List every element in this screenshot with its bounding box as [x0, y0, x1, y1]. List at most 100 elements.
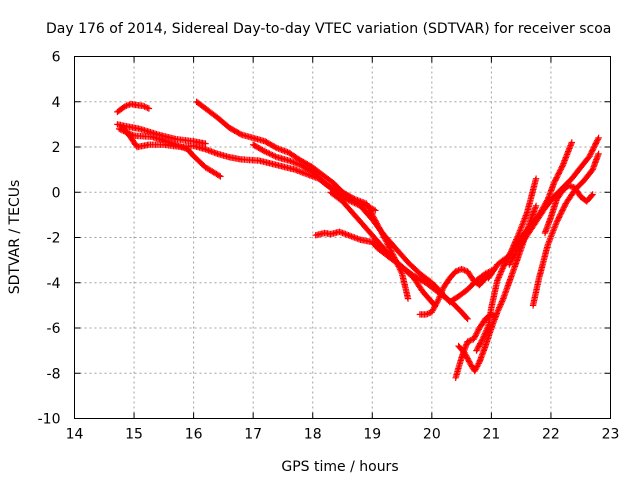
data-point-marks — [440, 293, 455, 306]
data-point-marks — [154, 131, 178, 142]
data-point-marks — [544, 220, 560, 248]
series-track-a — [114, 100, 153, 116]
data-point-marks — [351, 211, 369, 231]
data-point-marks — [559, 139, 575, 169]
chart-title: Day 176 of 2014, Sidereal Day-to-day VTE… — [46, 21, 611, 37]
data-point-marks — [250, 141, 267, 154]
data-point-marks — [410, 275, 426, 294]
data-point-marks — [375, 238, 393, 258]
data-point-marks — [589, 150, 602, 173]
x-tick-label: 23 — [602, 427, 620, 443]
data-point-marks — [285, 149, 303, 163]
data-point-marks — [297, 161, 315, 175]
data-point-marks — [214, 114, 232, 130]
data-point-marks — [214, 150, 232, 160]
data-point-marks — [428, 299, 441, 316]
data-point-marks — [535, 242, 551, 282]
x-tick-label: 21 — [482, 427, 500, 443]
data-point-marks — [226, 124, 244, 137]
data-point-marks — [202, 164, 224, 180]
data-point-marks — [532, 206, 548, 225]
data-point-marks — [473, 337, 485, 354]
data-marks — [114, 98, 602, 381]
data-point-marks — [202, 105, 220, 120]
data-point-marks — [309, 164, 327, 179]
data-point-marks — [541, 215, 554, 237]
data-point-marks — [273, 161, 297, 173]
data-point-marks — [553, 188, 566, 203]
data-point-marks — [455, 287, 470, 300]
data-point-marks — [476, 276, 488, 289]
data-point-marks — [529, 276, 542, 309]
data-point-marks — [297, 157, 315, 170]
data-point-marks — [321, 173, 336, 186]
data-point-marks — [523, 175, 540, 216]
data-point-marks — [553, 201, 569, 225]
data-point-marks — [330, 180, 345, 195]
x-tick-label: 16 — [185, 427, 203, 443]
data-point-marks — [562, 188, 578, 207]
x-tick-label: 20 — [423, 427, 441, 443]
data-point-marks — [333, 189, 351, 203]
data-point-marks — [339, 198, 357, 217]
data-point-marks — [369, 216, 387, 238]
data-point-marks — [345, 197, 363, 209]
data-point-marks — [488, 278, 501, 311]
data-point-marks — [363, 225, 381, 244]
data-point-marks — [386, 252, 405, 269]
data-point-marks — [139, 102, 153, 112]
x-tick-label: 19 — [363, 427, 381, 443]
data-point-marks — [381, 232, 399, 251]
data-point-marks — [580, 167, 595, 185]
y-tick-label: 2 — [52, 140, 61, 156]
data-point-marks — [392, 245, 411, 265]
x-tick-label: 18 — [304, 427, 322, 443]
data-point-marks — [476, 344, 489, 366]
data-point-marks — [452, 355, 465, 381]
data-point-marks — [321, 180, 339, 195]
data-point-marks — [464, 268, 476, 283]
y-tick-label: -10 — [38, 412, 61, 428]
data-point-marks — [523, 219, 539, 239]
data-point-marks — [485, 262, 500, 282]
data-point-marks — [506, 235, 524, 259]
data-point-marks — [494, 296, 506, 316]
data-point-marks — [398, 270, 412, 302]
data-point-marks — [369, 238, 381, 251]
data-point-marks — [184, 146, 196, 159]
data-point-marks — [470, 326, 482, 343]
series-track-h — [327, 189, 438, 309]
series-track-o — [529, 150, 602, 309]
data-point-marks — [366, 203, 379, 214]
data-point-marks — [148, 133, 172, 146]
data-point-marks — [327, 189, 345, 204]
y-tick-label: -6 — [47, 321, 61, 337]
data-point-marks — [479, 324, 491, 343]
data-point-marks — [500, 272, 515, 302]
x-tick-label: 14 — [66, 427, 84, 443]
data-point-marks — [471, 360, 482, 375]
data-point-marks — [577, 154, 592, 171]
data-point-marks — [172, 135, 196, 145]
y-axis-title: SDTVAR / TECUs — [7, 180, 23, 295]
data-point-marks — [494, 253, 512, 268]
data-point-marks — [327, 229, 342, 238]
data-point-marks — [226, 154, 243, 163]
data-point-marks — [190, 138, 209, 147]
data-point-marks — [118, 123, 134, 140]
axis-ticks: 14 15 16 17 18 19 20 21 22 23 -10 -8 -6 -4 -2 0 2 4 6 — [38, 50, 620, 443]
data-point-marks — [136, 125, 160, 138]
data-point-marks — [261, 148, 279, 160]
data-point-marks — [455, 342, 467, 355]
data-point-marks — [312, 230, 327, 239]
y-tick-label: 0 — [52, 185, 61, 201]
data-point-marks — [494, 265, 506, 284]
data-point-marks — [509, 247, 524, 277]
y-tick-label: -2 — [47, 231, 61, 247]
data-point-marks — [515, 233, 530, 252]
y-tick-label: 4 — [52, 95, 61, 111]
data-point-marks — [449, 299, 464, 315]
x-tick-label: 15 — [125, 427, 143, 443]
series-track-p — [541, 182, 596, 237]
